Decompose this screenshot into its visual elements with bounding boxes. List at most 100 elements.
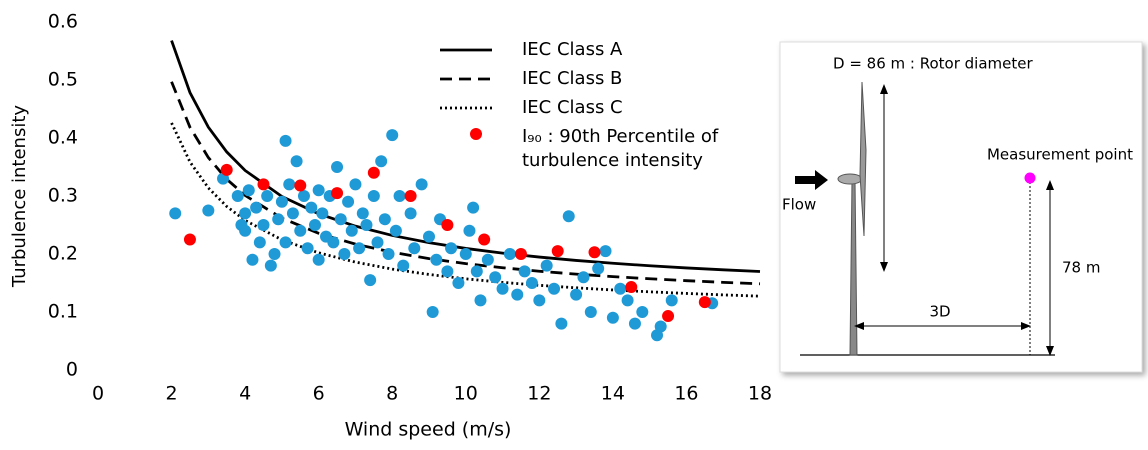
- data-point: [441, 219, 454, 231]
- data-point: [478, 233, 491, 246]
- data-point: [331, 187, 344, 200]
- data-point: [393, 190, 406, 202]
- data-point: [533, 294, 546, 307]
- data-point: [331, 161, 344, 173]
- data-point: [253, 236, 266, 249]
- data-point: [621, 294, 634, 307]
- data-point: [551, 245, 564, 258]
- diagram-frame: [779, 41, 1143, 373]
- data-point: [628, 317, 641, 330]
- data-point: [518, 265, 531, 278]
- data-point: [297, 190, 310, 202]
- data-point: [452, 277, 465, 289]
- data-point: [636, 306, 649, 318]
- arrow-head: [1021, 322, 1031, 330]
- data-point: [294, 224, 307, 237]
- blade: [859, 81, 867, 237]
- data-point: [382, 248, 395, 260]
- data-point: [327, 236, 340, 249]
- iec-line: [170, 81, 761, 286]
- data-point: [415, 178, 428, 191]
- y-tick-label: 0.6: [48, 11, 78, 33]
- data-point: [279, 236, 292, 249]
- data-point: [371, 236, 384, 249]
- data-point: [257, 178, 270, 191]
- data-point: [257, 219, 270, 231]
- data-point: [349, 178, 362, 191]
- data-point: [525, 277, 538, 289]
- data-point: [599, 245, 612, 258]
- data-point: [202, 204, 215, 217]
- data-point: [301, 242, 314, 255]
- x-tick-label: 0: [92, 383, 104, 405]
- data-point: [250, 201, 263, 214]
- y-tick-label: 0.3: [48, 185, 78, 207]
- diagram: D = 86 m : Rotor diameter Measurement po…: [779, 41, 1143, 373]
- data-point: [312, 253, 325, 266]
- data-point: [588, 246, 601, 259]
- data-point: [430, 253, 443, 266]
- data-point: [183, 233, 196, 246]
- data-point: [481, 253, 494, 266]
- data-point: [606, 311, 619, 324]
- data-point: [662, 310, 675, 323]
- data-point: [345, 224, 358, 237]
- arrow-head: [880, 84, 888, 94]
- data-point: [334, 213, 347, 226]
- data-point: [404, 190, 417, 202]
- data-point: [386, 129, 399, 142]
- data-point: [308, 219, 321, 231]
- rotor-label: D = 86 m : Rotor diameter: [833, 55, 1033, 73]
- data-point: [489, 271, 502, 284]
- height-label: 78 m: [1062, 259, 1100, 277]
- y-tick-label: 0.1: [48, 301, 78, 323]
- x-tick-label: 6: [313, 383, 325, 405]
- iec-line: [170, 40, 761, 273]
- data-point: [375, 155, 388, 168]
- data-point: [614, 282, 627, 295]
- data-point: [445, 242, 458, 255]
- data-point: [360, 219, 373, 231]
- x-tick-label: 8: [386, 383, 398, 405]
- x-tick-label: 12: [527, 383, 551, 405]
- data-point: [264, 259, 277, 272]
- data-point: [496, 282, 509, 295]
- data-point: [356, 207, 369, 220]
- data-point: [540, 259, 553, 272]
- x-tick-label: 10: [454, 383, 478, 405]
- data-point: [426, 306, 439, 318]
- data-point: [305, 201, 318, 214]
- data-point: [423, 230, 435, 243]
- data-point: [474, 294, 487, 307]
- data-point: [511, 288, 524, 301]
- data-point: [698, 296, 711, 309]
- data-point: [654, 320, 667, 333]
- data-point: [514, 248, 527, 260]
- data-point: [463, 224, 476, 237]
- data-point: [242, 184, 255, 197]
- data-point: [548, 282, 561, 295]
- data-point: [470, 265, 483, 278]
- data-point: [562, 210, 575, 223]
- arrow-head: [1046, 180, 1054, 190]
- data-point: [286, 207, 299, 220]
- y-tick-label: 0.5: [48, 69, 78, 91]
- y-tick-label: 0.2: [48, 243, 78, 265]
- data-point: [577, 271, 590, 284]
- data-point: [503, 248, 516, 260]
- flow-label: Flow: [782, 196, 816, 214]
- data-point: [231, 190, 244, 202]
- nacelle: [837, 173, 863, 185]
- data-point: [268, 248, 281, 260]
- data-point: [459, 248, 472, 260]
- data-point: [467, 201, 480, 214]
- x-axis-label: Wind speed (m/s): [345, 419, 512, 441]
- data-point: [169, 207, 182, 220]
- data-point: [389, 224, 402, 237]
- data-point: [570, 288, 583, 301]
- data-point: [397, 259, 410, 272]
- flow-arrow: [795, 170, 828, 190]
- x-tick-label: 14: [601, 383, 625, 405]
- x-tick-label: 2: [166, 383, 178, 405]
